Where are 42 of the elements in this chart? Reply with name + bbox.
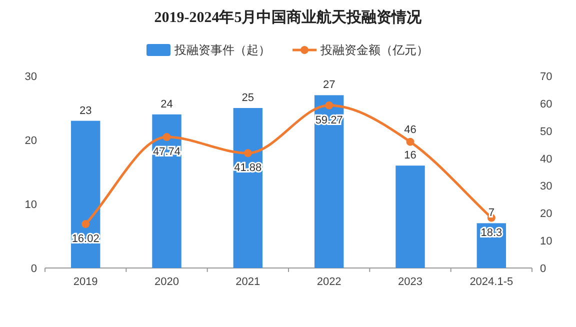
data-label: 59.27 [315, 114, 343, 126]
data-label: 18.3 [480, 226, 502, 239]
point [162, 133, 171, 142]
y2-tick-label: 40 [540, 153, 552, 166]
x-tick-label: 2022 [316, 276, 342, 288]
y-tick-label: 0 [30, 263, 37, 275]
data-label: 16 [404, 150, 416, 162]
data-label: 27 [322, 79, 336, 92]
y-tick-label: 10 [24, 199, 37, 211]
bar [70, 120, 100, 268]
x-tick-label: 2021 [236, 276, 260, 288]
bar [152, 114, 182, 268]
data-label: 47.74 [152, 146, 181, 158]
point [325, 101, 334, 110]
y2-tick-label: 60 [540, 98, 552, 110]
y-tick-label: 20 [24, 135, 37, 147]
x-tick-label: 2020 [154, 276, 179, 288]
x-tick-label: 2019 [73, 276, 98, 288]
point [406, 138, 414, 146]
data-label: 25 [242, 92, 254, 104]
y2-tick-label: 0 [540, 263, 546, 275]
bar [233, 108, 263, 268]
y2-tick-label: 10 [540, 236, 552, 248]
data-label: 24 [160, 98, 173, 110]
chart-title: 2019-2024年5月中国商业航天投融资情况 [154, 8, 423, 26]
point [82, 220, 90, 228]
bar [396, 166, 425, 268]
x-tick-label: 2023 [398, 276, 422, 288]
legend-label: 投融资金额（亿元） [320, 43, 428, 57]
y-tick-label: 30 [24, 71, 37, 83]
y2-tick-label: 30 [540, 180, 552, 193]
y2-tick-label: 70 [540, 71, 552, 83]
data-label: 46 [404, 124, 416, 136]
data-label: 16.02 [72, 233, 100, 246]
legend-label: 投融资事件（起） [174, 43, 270, 57]
bar [314, 95, 344, 268]
point [244, 149, 252, 158]
data-label: 23 [79, 104, 92, 117]
data-label: 41.88 [234, 162, 262, 174]
y2-tick-label: 20 [540, 208, 552, 220]
x-tick-label: 2024.1-5 [470, 276, 514, 288]
y2-tick-label: 50 [540, 126, 552, 138]
